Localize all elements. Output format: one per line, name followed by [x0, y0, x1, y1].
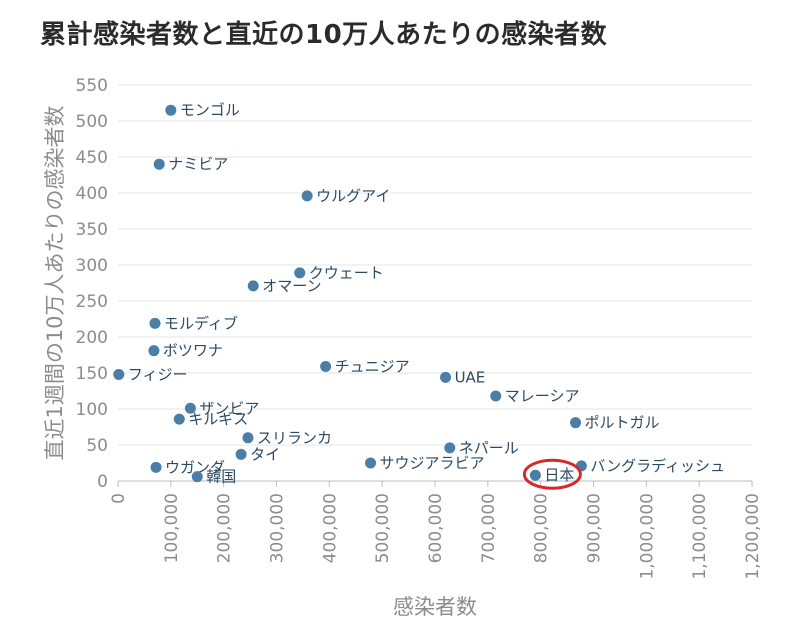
data-point-label: キルギス — [188, 410, 248, 428]
data-point — [113, 368, 125, 380]
data-point-label: サウジアラビア — [380, 454, 485, 472]
data-point — [173, 413, 185, 425]
data-point-label: ナミビア — [168, 155, 228, 173]
data-point — [184, 402, 196, 414]
data-point — [242, 432, 254, 444]
y-tick-label: 50 — [86, 436, 108, 456]
data-point-label: モンゴル — [180, 101, 240, 119]
data-point-label: タイ — [250, 445, 280, 463]
chart-title: 累計感染者数と直近の10万人あたりの感染者数 — [40, 20, 608, 50]
x-axis-title: 感染者数 — [393, 595, 477, 619]
y-tick-label: 100 — [76, 400, 108, 420]
highlight-circle — [522, 458, 582, 490]
data-point-label: ウガンダ — [165, 458, 225, 476]
data-point — [444, 442, 456, 454]
y-tick-label: 450 — [76, 148, 108, 168]
y-tick-label: 400 — [76, 184, 108, 204]
x-tick-label: 700,000 — [479, 493, 499, 563]
x-tick-label: 1,200,000 — [743, 493, 763, 580]
data-point-label: ボツワナ — [163, 342, 223, 360]
x-tick-label: 600,000 — [426, 493, 446, 563]
x-tick-label: 1,000,000 — [637, 493, 657, 580]
data-point — [247, 280, 259, 292]
y-tick-label: 350 — [76, 220, 108, 240]
x-tick-label: 1,100,000 — [690, 493, 710, 580]
x-tick-label: 800,000 — [532, 493, 552, 563]
y-tick-label: 500 — [76, 112, 108, 132]
y-tick-label: 550 — [76, 76, 108, 96]
data-point — [529, 469, 541, 481]
y-tick-label: 150 — [76, 364, 108, 384]
y-tick-label: 200 — [76, 328, 108, 348]
x-tick-label: 100,000 — [162, 493, 182, 563]
data-point-label: マレーシア — [505, 387, 580, 405]
data-point — [490, 390, 502, 402]
data-point-label: チュニジア — [335, 358, 410, 376]
data-point-label: フィジー — [128, 365, 188, 383]
data-point-label: UAE — [455, 368, 486, 386]
data-point — [301, 190, 313, 202]
data-point-label: ザンビア — [199, 399, 259, 417]
data-point-label: ポルトガル — [585, 414, 660, 432]
data-point-label: クウェート — [309, 264, 384, 282]
x-tick-label: 0 — [109, 493, 129, 504]
data-point-label: 日本 — [544, 466, 574, 484]
y-axis-title: 直近1週間の10万人あたりの感染者数 — [43, 105, 67, 460]
data-point — [150, 461, 162, 473]
data-point — [365, 457, 377, 469]
y-tick-label: 0 — [97, 472, 108, 492]
data-point — [320, 361, 332, 373]
data-point — [294, 267, 306, 279]
data-point-label: ウルグアイ — [316, 187, 390, 205]
data-point-label: スリランカ — [257, 429, 332, 447]
data-point-label: バングラディッシュ — [590, 457, 725, 475]
y-tick-label: 300 — [76, 256, 108, 276]
data-point — [235, 448, 247, 460]
x-tick-label: 300,000 — [268, 493, 288, 563]
x-tick-label: 200,000 — [215, 493, 235, 563]
data-point — [165, 104, 177, 116]
y-tick-label: 250 — [76, 292, 108, 312]
data-point-label: モルディブ — [164, 314, 238, 332]
data-point — [440, 371, 452, 383]
data-point-label: ネパール — [459, 439, 519, 457]
data-point-label: 韓国 — [206, 468, 236, 486]
x-tick-label: 500,000 — [373, 493, 393, 563]
x-tick-label: 900,000 — [585, 493, 605, 563]
data-point — [191, 471, 203, 483]
data-point — [153, 158, 165, 170]
x-tick-label: 400,000 — [320, 493, 340, 563]
data-point-label: オマーン — [262, 277, 321, 295]
data-point — [570, 417, 582, 429]
data-point — [149, 317, 161, 329]
data-point — [148, 345, 160, 357]
